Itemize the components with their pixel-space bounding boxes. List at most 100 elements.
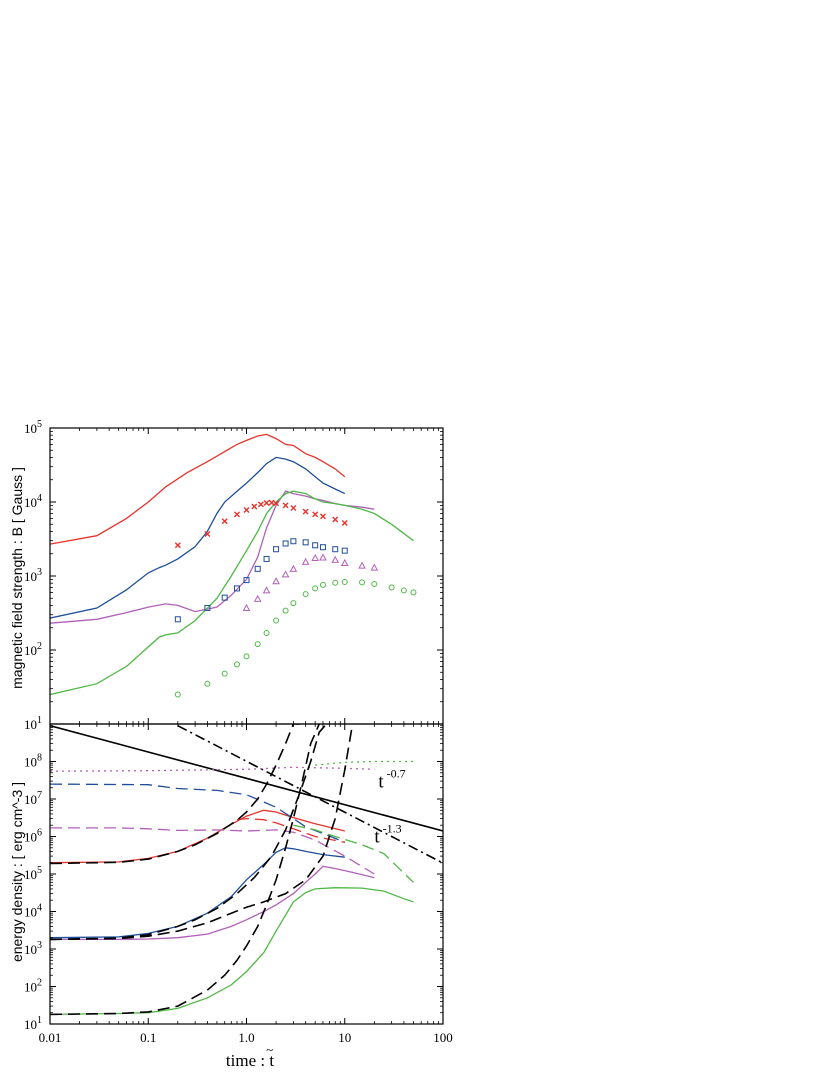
bottom-y-tick-label: 101	[24, 1015, 42, 1032]
top-series-2	[50, 490, 375, 624]
top-y-axis-label: magnetic field strength : B [ Gauss ]	[9, 467, 25, 689]
top-series-6-point-2	[262, 586, 271, 594]
top-series-6-point-9	[331, 555, 340, 563]
top-series-6-point-11	[358, 561, 366, 569]
top-series-6-point-7	[311, 553, 320, 562]
top-series-6-point-0	[242, 603, 251, 611]
top-series-6-point-1	[253, 594, 262, 602]
top-series-5-point-12	[319, 544, 326, 551]
bottom-series-12	[50, 724, 300, 865]
annotation-t-power-0: t -0.7	[378, 767, 405, 793]
top-series-1	[50, 456, 346, 619]
top-series-5-point-1	[204, 604, 211, 611]
top-series-4-point-8	[268, 499, 275, 506]
top-series-6-point-3	[272, 577, 280, 585]
top-series-5-point-4	[243, 577, 250, 584]
top-series-7	[174, 578, 417, 698]
bottom-series-8	[50, 827, 375, 875]
top-y-tick-label: 103	[24, 567, 42, 584]
top-series-7-point-19	[410, 589, 417, 596]
bottom-y-tick-label: 104	[24, 903, 42, 920]
labels: magnetic field strength : B [ Gauss ] en…	[9, 467, 274, 1070]
top-series-6-point-6	[301, 557, 310, 565]
magnetic-field-panel	[50, 433, 417, 698]
top-series-4-point-1	[204, 530, 211, 537]
bottom-y-tick-label: 105	[24, 865, 42, 882]
top-y-tick-label: 101	[24, 715, 42, 732]
x-axis-label: time : t~	[226, 1042, 274, 1070]
top-series-7-point-15	[359, 579, 366, 586]
bottom-series-15	[50, 724, 320, 1016]
top-series-6-point-12	[370, 563, 379, 571]
top-series-5-point-6	[263, 555, 270, 562]
top-series-5-point-5	[254, 565, 261, 572]
top-series-4	[174, 499, 348, 549]
x-tick-label: 0.01	[39, 1030, 62, 1045]
top-series-5	[174, 538, 348, 623]
top-series-7-point-4	[243, 653, 250, 660]
top-series-5-point-11	[312, 542, 319, 549]
top-y-tick-label: 104	[24, 493, 42, 510]
top-series-7-point-2	[221, 670, 228, 677]
bottom-series-11	[315, 760, 414, 766]
top-y-tick-label: 102	[24, 641, 42, 658]
bottom-y-tick-label: 107	[24, 790, 42, 807]
top-series-6-point-5	[289, 564, 298, 572]
top-series-5-point-14	[341, 547, 348, 554]
bottom-series-1	[177, 724, 443, 864]
top-series-7-point-14	[341, 578, 348, 585]
top-series-5-point-2	[221, 594, 228, 601]
x-tick-label: 100	[433, 1030, 453, 1045]
top-series-4-point-10	[282, 502, 289, 509]
annotation-t-power-1: t -1.3	[374, 821, 401, 847]
energy-density-panel	[50, 724, 443, 1016]
top-series-4-point-12	[302, 508, 309, 515]
bottom-y-tick-label: 103	[24, 940, 42, 957]
top-series-0	[50, 433, 346, 545]
top-series-4-point-13	[312, 511, 319, 518]
top-series-7-point-3	[233, 661, 240, 668]
bottom-series-6	[236, 817, 345, 843]
bottom-series-2	[50, 809, 345, 864]
top-series-5-point-0	[174, 616, 181, 623]
bottom-y-axis-label: energy density : [ erg cm^-3 ]	[9, 782, 25, 962]
top-series-7-point-0	[174, 691, 181, 698]
top-series-7-point-6	[263, 629, 270, 636]
top-series-7-point-18	[400, 587, 407, 594]
top-series-4-point-11	[290, 504, 297, 511]
top-frame	[49, 427, 444, 725]
x-tick-label: 0.1	[140, 1030, 156, 1045]
top-series-5-point-8	[282, 540, 289, 547]
top-series-7-point-11	[312, 585, 319, 592]
top-series-4-point-7	[263, 499, 270, 506]
bottom-series-10	[50, 766, 375, 772]
top-series-7-point-12	[319, 581, 326, 588]
top-series-4-point-4	[243, 506, 250, 513]
top-series-3	[50, 490, 414, 696]
top-series-7-point-10	[302, 591, 309, 598]
top-series-7-point-17	[388, 584, 395, 591]
top-series-7-point-16	[371, 580, 378, 587]
top-series-4-point-6	[257, 501, 264, 508]
top-series-4-point-3	[233, 511, 240, 518]
top-series-7-point-5	[254, 641, 261, 648]
top-series-7-point-9	[290, 600, 297, 607]
bottom-series-4	[50, 865, 375, 941]
top-series-7-point-7	[273, 617, 280, 624]
top-series-6-point-10	[340, 558, 349, 566]
top-series-5-point-3	[233, 585, 240, 592]
top-series-5-point-9	[290, 538, 297, 545]
top-series-6-point-4	[281, 570, 290, 578]
top-series-7-point-8	[282, 607, 289, 614]
top-series-5-point-7	[273, 546, 280, 553]
top-series-4-point-14	[319, 513, 326, 520]
bottom-y-tick-label: 108	[24, 753, 42, 770]
top-series-4-point-5	[251, 503, 258, 510]
bottom-series-14	[50, 724, 354, 941]
x-tick-label: 1.0	[238, 1030, 254, 1045]
bottom-series-3	[50, 847, 345, 939]
axes: 101 102 103 104 105 101 102 103 104 105 106 107 108 0…	[24, 419, 453, 1045]
x-tick-label: 10	[338, 1030, 351, 1045]
bottom-series-13	[50, 724, 328, 941]
